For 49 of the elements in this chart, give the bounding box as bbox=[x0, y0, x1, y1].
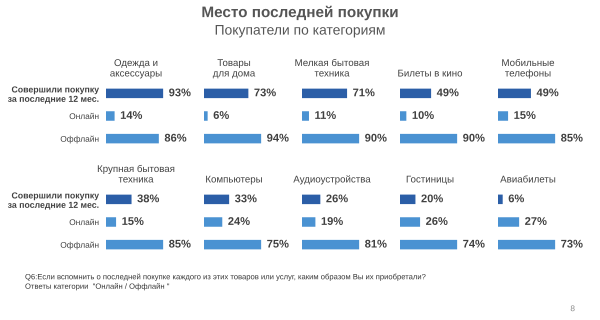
data-label: 86% bbox=[164, 134, 186, 142]
chart-title: Мелкая бытовая техника bbox=[295, 58, 369, 77]
data-label: 14% bbox=[120, 111, 142, 119]
chart-title: Билеты в кино bbox=[398, 70, 462, 77]
y-tick-label: Совершили покупку за последние 12 мес. bbox=[8, 192, 100, 210]
data-label: 10% bbox=[412, 111, 434, 119]
data-label: 6% bbox=[214, 111, 229, 119]
data-label: 81% bbox=[365, 240, 387, 248]
data-label: 85% bbox=[561, 134, 583, 142]
y-tick-label: Оффлайн bbox=[60, 242, 98, 250]
text: 8 bbox=[570, 305, 575, 312]
data-label: 90% bbox=[365, 134, 387, 142]
data-label: 26% bbox=[326, 194, 348, 202]
data-label: 11% bbox=[315, 111, 336, 119]
data-label: 93% bbox=[169, 88, 191, 96]
chart-title: Аудиоустройства bbox=[293, 175, 371, 184]
data-label: 27% bbox=[525, 217, 547, 225]
text: Покупатели по категориям bbox=[216, 25, 384, 38]
chart-title: Мобильные телефоны bbox=[502, 58, 554, 78]
y-tick-label: Онлайн bbox=[70, 218, 98, 226]
data-label: 19% bbox=[322, 217, 343, 225]
data-label: 38% bbox=[137, 194, 160, 202]
data-label: 20% bbox=[421, 194, 443, 202]
data-label: 26% bbox=[426, 217, 448, 225]
chart-title: Товары для дома bbox=[212, 59, 256, 78]
data-label: 85% bbox=[169, 240, 191, 248]
chart-title: Крупная бытовая техника bbox=[98, 164, 174, 183]
data-label: 49% bbox=[436, 88, 459, 96]
chart-title: Компьютеры bbox=[206, 176, 262, 184]
chart-title: Гостиницы bbox=[406, 176, 454, 184]
data-label: 6% bbox=[508, 194, 524, 202]
data-label: 73% bbox=[561, 240, 583, 248]
data-label: 94% bbox=[267, 134, 289, 142]
data-label: 74% bbox=[463, 240, 485, 248]
data-label: 24% bbox=[228, 217, 250, 225]
y-tick-label: Совершили покупку за последние 12 мес. bbox=[8, 86, 100, 104]
data-label: 15% bbox=[514, 111, 536, 119]
chart-title: Одежда и аксессуары bbox=[110, 59, 162, 78]
data-label: 49% bbox=[536, 88, 558, 96]
data-label: 90% bbox=[463, 134, 485, 142]
y-tick-label: Оффлайн bbox=[60, 136, 98, 144]
data-label: 15% bbox=[122, 217, 144, 225]
data-label: 75% bbox=[267, 240, 289, 248]
y-tick-label: Онлайн bbox=[70, 112, 98, 120]
chart-title: Авиабилеты bbox=[500, 175, 556, 183]
text: Место последней покупки bbox=[202, 6, 398, 20]
data-label: 73% bbox=[254, 88, 276, 96]
data-label: 71% bbox=[353, 88, 375, 96]
data-label: 33% bbox=[234, 194, 257, 202]
